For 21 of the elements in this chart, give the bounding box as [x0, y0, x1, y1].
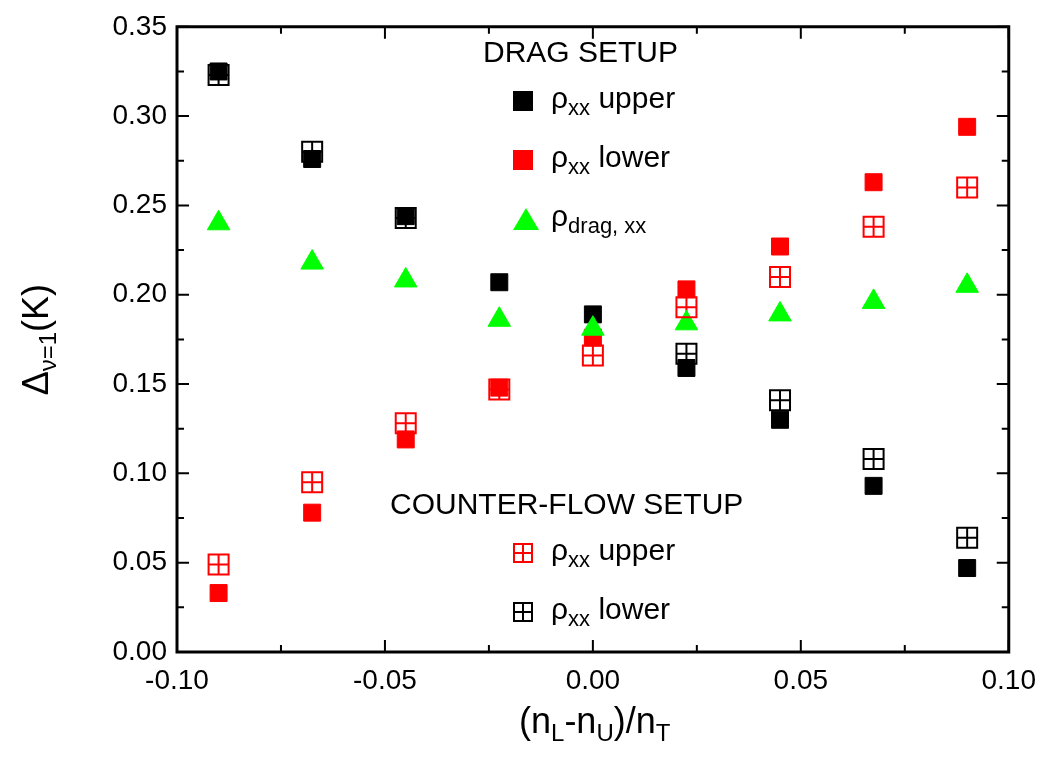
y-tick-label: 0.30	[112, 98, 167, 130]
y-tick-label: 0.15	[112, 366, 167, 398]
x-tick-label: 0.10	[981, 663, 1036, 695]
legend-label: ρ$_{xx}$ upper	[551, 81, 676, 121]
legend-label: ρ$_{drag, xx}$	[551, 199, 647, 239]
y-tick-label: 0.10	[112, 456, 167, 488]
x-tick-label: -0.05	[353, 663, 417, 695]
x-tick-label: -0.10	[145, 663, 209, 695]
legend-label: ρ$_{xx}$ lower	[551, 140, 671, 180]
x-tick-label: 0.05	[773, 663, 829, 695]
y-tick-label: 0.25	[112, 188, 167, 220]
y-tick-label: 0.20	[112, 277, 167, 309]
annotation: COUNTER-FLOW SETUP	[390, 487, 744, 521]
x-tick-label: 0.00	[565, 663, 621, 695]
legend-label: ρ$_{xx}$ upper	[551, 533, 676, 573]
annotation: DRAG SETUP	[483, 35, 679, 69]
y-tick-label: 0.05	[112, 545, 167, 577]
legend-label: ρ$_{xx}$ lower	[551, 592, 671, 632]
x-axis-title: (n$_{L}$-n$_{U}$)/n$_{T}$	[519, 700, 671, 748]
y-tick-label: 0.35	[112, 9, 167, 41]
y-tick-label: 0.00	[112, 634, 167, 666]
